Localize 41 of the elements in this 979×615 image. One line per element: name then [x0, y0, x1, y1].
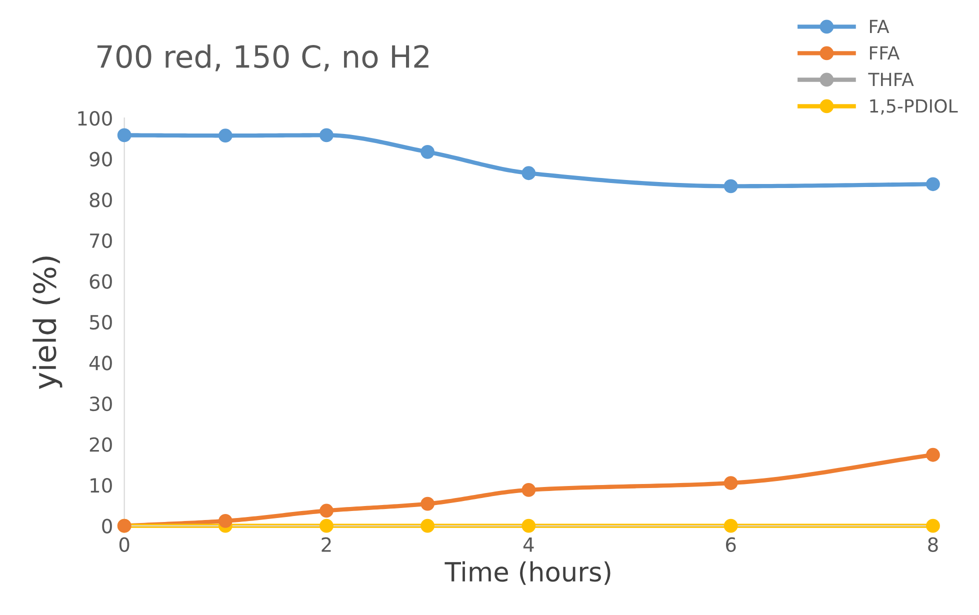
point	[218, 128, 232, 143]
x-tick-label: 2	[322, 537, 331, 552]
point	[724, 179, 738, 194]
point	[522, 483, 536, 497]
legend-label: FA	[870, 20, 890, 34]
point	[117, 128, 132, 142]
y-tick-label: 30	[90, 396, 112, 412]
chart-title: 700 red, 150 C, no H2	[97, 44, 428, 72]
x-axis-title: Time (hours)	[444, 561, 610, 585]
y-tick-label: 60	[90, 274, 112, 289]
y-tick-label: 50	[90, 314, 112, 330]
point	[926, 448, 940, 462]
point	[522, 518, 536, 533]
y-tick-label: 90	[90, 152, 112, 167]
y-tick-label: 0	[102, 518, 112, 534]
x-tick-label: 4	[523, 538, 534, 552]
y-tick-label: 70	[90, 233, 112, 248]
x-tick-label: 0	[119, 537, 130, 552]
point	[926, 177, 940, 192]
point	[320, 518, 334, 533]
y-tick-label: 100	[78, 111, 112, 126]
point	[420, 518, 435, 533]
x-tick-label: 8	[928, 537, 938, 552]
y-tick-label: 40	[89, 356, 112, 370]
legend-label: FFA	[870, 46, 900, 60]
point	[724, 476, 738, 490]
point	[320, 504, 334, 518]
point	[522, 166, 536, 180]
point	[420, 496, 435, 511]
y-tick-label: 80	[90, 192, 112, 208]
legend-label: 1,5-PDIOL	[870, 99, 958, 115]
point	[724, 518, 738, 533]
legend-label: THFA	[868, 72, 914, 86]
x-tick-label: 6	[726, 537, 736, 552]
point	[320, 128, 334, 142]
y-tick-label: 20	[90, 437, 112, 452]
point	[218, 514, 232, 528]
point	[926, 518, 940, 533]
y-axis-title: yield (%)	[32, 256, 62, 389]
y-tick-label: 10	[90, 478, 112, 493]
point	[420, 144, 435, 159]
